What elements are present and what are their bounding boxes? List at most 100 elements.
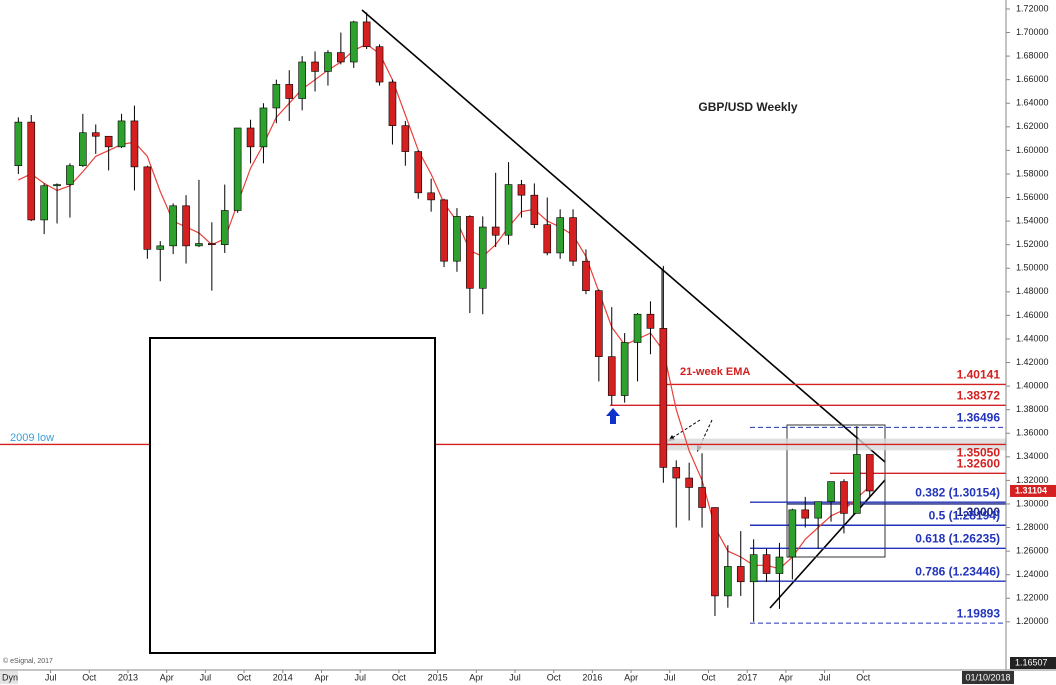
candle-body xyxy=(685,477,693,488)
y-tick-label: 1.28000 xyxy=(1016,522,1049,532)
x-tick-label: 2013 xyxy=(118,672,138,682)
candle-body xyxy=(788,509,797,558)
y-tick-label: 1.56000 xyxy=(1016,192,1049,202)
candle-body xyxy=(569,217,577,262)
y-tick-label: 1.22000 xyxy=(1016,593,1049,603)
up-arrow xyxy=(606,408,620,424)
candle-body xyxy=(491,226,500,236)
candle-body xyxy=(143,166,152,250)
axis-bottom-box xyxy=(1010,657,1056,669)
y-tick-label: 1.62000 xyxy=(1016,121,1049,131)
x-tick-label: 2017 xyxy=(737,672,757,682)
candle-body xyxy=(375,46,384,83)
candle-body xyxy=(117,120,126,148)
candle-body xyxy=(66,165,74,185)
candle-body xyxy=(736,566,745,583)
candle-body xyxy=(853,454,861,514)
zoom-box xyxy=(786,424,886,558)
candle-body xyxy=(427,192,435,201)
inset xyxy=(149,337,436,654)
level-label: 0.786 (1.23446) xyxy=(915,564,1000,578)
candle-body xyxy=(208,243,216,245)
y-tick-label: 1.58000 xyxy=(1016,168,1049,178)
candle-body xyxy=(633,313,642,343)
candle-body xyxy=(324,52,332,72)
candle-body xyxy=(220,210,229,245)
candle-body xyxy=(27,121,36,221)
candle-body xyxy=(91,132,100,137)
x-tick-label: Jul xyxy=(200,672,212,682)
candle-body xyxy=(104,135,113,148)
y-tick-label: 1.42000 xyxy=(1016,357,1049,367)
candle-body xyxy=(698,487,706,508)
x-tick-label: Oct xyxy=(856,672,871,682)
candle-body xyxy=(169,205,177,247)
x-tick-label: Apr xyxy=(160,672,174,682)
candle-body xyxy=(827,481,835,502)
menu[interactable]: Dyn xyxy=(2,672,18,682)
x-tick-label: Apr xyxy=(469,672,483,682)
candle-body xyxy=(517,184,526,196)
candle-body xyxy=(556,217,564,254)
x-tick-label: Apr xyxy=(314,672,328,682)
candle-body xyxy=(762,554,771,574)
candle-body xyxy=(298,61,306,99)
y-tick-label: 1.46000 xyxy=(1016,310,1049,320)
candle-body xyxy=(388,81,397,126)
candle-body xyxy=(801,509,810,519)
candle-body xyxy=(195,243,203,247)
candle-body xyxy=(724,566,732,597)
candle-body xyxy=(285,84,294,99)
x-tick-label: Oct xyxy=(392,672,407,682)
last-price-box xyxy=(1010,484,1056,497)
level-label: 1.30000 xyxy=(957,505,1001,519)
x-tick-label: Oct xyxy=(237,672,252,682)
y-tick-label: 1.34000 xyxy=(1016,451,1049,461)
y-tick-label: 1.54000 xyxy=(1016,215,1049,225)
candle-body xyxy=(466,216,474,289)
x-tick-label: Jul xyxy=(354,672,366,682)
candle-body xyxy=(79,132,87,167)
x-tick-label: Oct xyxy=(547,672,562,682)
level-label: 1.36496 xyxy=(957,411,1001,425)
y-tick-label: 1.70000 xyxy=(1016,27,1049,37)
candle-body xyxy=(53,184,61,187)
y-tick-label: 1.32000 xyxy=(1016,475,1049,485)
y-tick-label: 1.20000 xyxy=(1016,616,1049,626)
candle-body xyxy=(233,127,242,211)
candle-body xyxy=(543,224,552,254)
candle-body xyxy=(659,328,668,468)
y-tick-label: 1.26000 xyxy=(1016,545,1049,555)
y-tick-label: 1.64000 xyxy=(1016,98,1049,108)
level-label: 0.382 (1.30154) xyxy=(915,485,1000,499)
x-tick-label: 2014 xyxy=(273,672,293,682)
y-tick-label: 1.66000 xyxy=(1016,74,1049,84)
x-tick-label: 2015 xyxy=(428,672,448,682)
support-trendline xyxy=(769,479,886,609)
y-tick-label: 1.72000 xyxy=(1016,3,1049,13)
inset-frame xyxy=(149,337,436,654)
x-tick-label: Apr xyxy=(624,672,638,682)
x-tick-label: Jul xyxy=(664,672,676,682)
candle-body xyxy=(595,290,603,357)
candle-body xyxy=(362,21,371,47)
candle-body xyxy=(453,216,461,262)
y-tick-label: 1.36000 xyxy=(1016,428,1049,438)
candle-body xyxy=(504,184,513,236)
y-tick-label: 1.68000 xyxy=(1016,50,1049,60)
x-tick-label: Jul xyxy=(819,672,831,682)
x-tick-label: Apr xyxy=(779,672,793,682)
y-tick-label: 1.44000 xyxy=(1016,333,1049,343)
x-tick-label: Oct xyxy=(82,672,97,682)
candle-body xyxy=(814,501,822,519)
candle-body xyxy=(272,84,281,109)
candle-body xyxy=(711,507,719,597)
candle-body xyxy=(130,120,139,168)
y-tick-label: 1.60000 xyxy=(1016,145,1049,155)
candle-body xyxy=(414,151,423,194)
candle-body xyxy=(182,205,190,247)
menu-box[interactable] xyxy=(0,671,18,684)
candle-body xyxy=(620,342,629,396)
candle-body xyxy=(607,356,616,396)
